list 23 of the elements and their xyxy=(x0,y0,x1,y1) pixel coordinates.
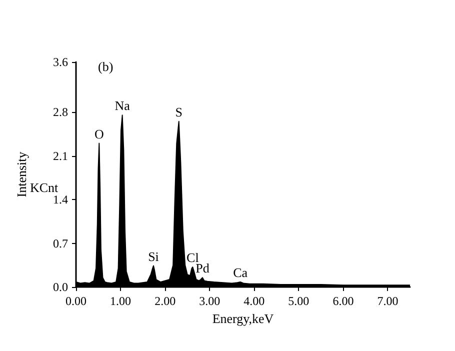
y-tick-label: 0.7 xyxy=(53,236,68,250)
x-tick-label: 4.00 xyxy=(244,294,265,308)
x-tick-label: 3.00 xyxy=(199,294,220,308)
x-tick-label: 5.00 xyxy=(288,294,310,308)
y-tick-label: 1.4 xyxy=(53,192,68,206)
text: KCnt xyxy=(30,180,59,195)
x-tick-label: 1.00 xyxy=(110,294,132,308)
x-tick-label: 6.00 xyxy=(332,294,354,308)
x-tick-label: 2.00 xyxy=(154,294,176,308)
annotation: O xyxy=(94,126,104,142)
y-axis-title: Intensity xyxy=(14,151,29,198)
annotation: Si xyxy=(148,248,160,264)
annotation: (b) xyxy=(98,59,114,74)
annotation: Ca xyxy=(233,265,248,280)
annotation: S xyxy=(175,104,182,120)
annotation: Na xyxy=(114,98,130,114)
x-tick-label: 0.00 xyxy=(66,294,86,308)
y-tick-label: 2.1 xyxy=(53,148,68,163)
y-tick-label: 0.0 xyxy=(53,280,68,294)
y-tick-label: 2.8 xyxy=(53,105,68,119)
y-tick-label: 3.6 xyxy=(53,55,68,69)
x-axis-title: Energy,keV xyxy=(212,310,274,326)
x-tick-label: 7.00 xyxy=(377,294,398,308)
